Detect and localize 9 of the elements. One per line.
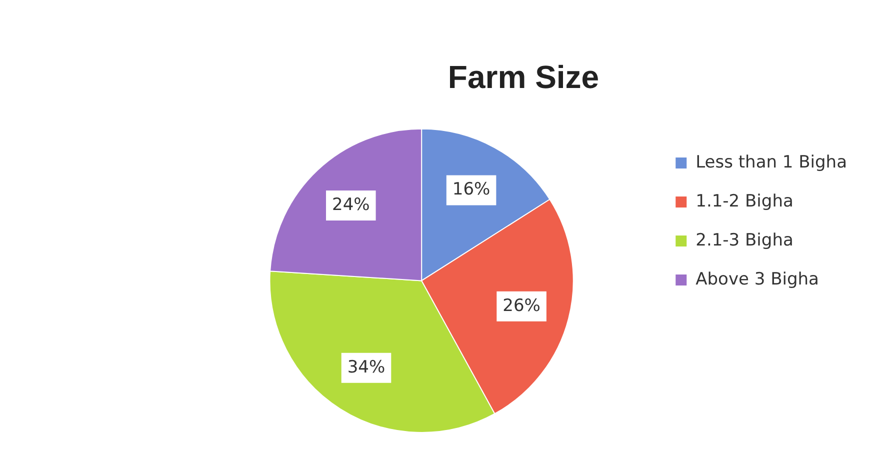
legend-label: 2.1-3 Bigha xyxy=(696,230,794,250)
data-label: 26% xyxy=(502,296,540,316)
legend-label: Less than 1 Bigha xyxy=(696,152,847,172)
legend-label: 1.1-2 Bigha xyxy=(696,191,794,212)
chart-title: Farm Size xyxy=(448,59,600,96)
data-label: 24% xyxy=(332,194,370,215)
data-label: 16% xyxy=(452,180,490,200)
legend-label: Above 3 Bigha xyxy=(696,269,819,290)
data-label: 34% xyxy=(347,357,386,378)
